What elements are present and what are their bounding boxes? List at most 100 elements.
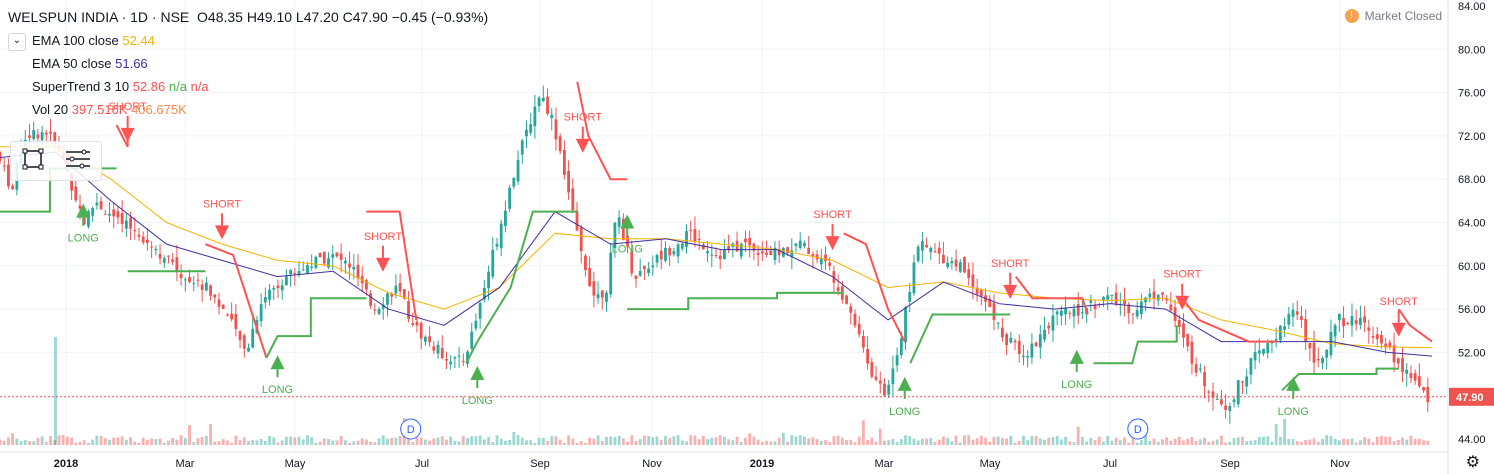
ohlc-close: C47.90 [342,9,388,25]
candle-body [718,255,722,259]
volume-bar [7,437,10,445]
candle-body [1081,312,1084,314]
candle-body [204,282,208,291]
volume-bar [407,437,410,445]
candle-body [285,276,288,286]
candle-body [723,249,726,260]
candle-body [1274,338,1278,341]
volume-ma-value: 406.675K [131,102,187,117]
long-label: LONG [612,244,643,256]
volume-bar [440,436,444,445]
volume-bar [230,442,234,445]
candle-body [672,251,676,255]
volume-bar [146,439,149,445]
rectangle-tool-icon[interactable] [21,147,45,176]
candle-body [541,97,545,102]
candle-body [1270,341,1274,344]
short-label: SHORT [364,231,403,243]
candle-body [819,258,823,265]
candle-body [1064,308,1067,315]
volume-bar [1409,435,1413,445]
volume-bar [95,435,99,445]
candle-body [1295,311,1299,315]
candle-body [575,210,579,231]
candle-body [971,274,975,287]
candle-body [1354,320,1358,325]
candle-body [1139,301,1143,315]
volume-bar [803,436,806,445]
candle-body [289,270,293,275]
volume-bar [920,438,924,445]
volume-bar [183,438,187,445]
candle-body [276,285,280,289]
volume-bar [1177,436,1181,445]
volume-bar [756,439,760,445]
volume-bar [1089,438,1093,445]
candle-body [209,285,212,296]
volume-bar [0,439,2,445]
indicator-volume[interactable]: Vol 20 397.516K 406.675K [32,102,187,117]
volume-bar [828,442,832,445]
volume-bar [44,441,48,445]
indicator-supertrend[interactable]: SuperTrend 3 10 52.86 n/a n/a [32,79,209,94]
candle-body [183,279,187,281]
volume-bar [567,435,570,445]
candle-body [1287,313,1291,325]
volume-bar [592,438,596,445]
supertrend-segment-long [627,291,844,311]
volume-bars [0,337,1430,445]
supertrend-segment-long [909,313,1011,364]
candle-body [996,322,1000,324]
volume-bar [1215,439,1219,445]
candle-body [958,262,962,272]
gear-icon[interactable]: ⚙ [1465,454,1480,471]
candle-body [108,213,111,216]
candle-body [967,269,971,279]
x-tick-label: May [285,458,306,470]
volume-bar [242,437,246,445]
dividend-event-label: D [1134,424,1142,436]
volume-bar [65,436,69,445]
volume-bar [1388,436,1392,445]
candle-body [1017,340,1021,354]
last-price-label: 47.90 [1456,392,1484,404]
volume-bar [904,435,907,445]
candle-body [87,211,90,227]
volume-bar [1173,438,1177,445]
candle-body [579,227,583,251]
volume-bar [777,437,781,445]
indicator-ema50[interactable]: EMA 50 close 51.66 [32,56,148,71]
candle-body [301,269,305,271]
volume-bar [651,437,655,445]
candle-body [992,303,996,320]
candle-body [0,152,2,161]
volume-bar [331,440,335,445]
candle-body [609,252,613,295]
volume-bar [179,435,183,445]
candle-body [1215,398,1219,400]
candle-body [1300,316,1303,320]
volume-bar [1350,438,1354,445]
volume-bar [150,438,154,445]
volume-bar [575,442,579,445]
candle-body [1076,304,1080,316]
volume-bar [1342,438,1345,445]
volume-bar [1043,439,1046,445]
candle-body [348,263,351,268]
list-lines-icon[interactable] [64,147,92,176]
candle-body [1182,323,1185,338]
candle-body [251,328,255,348]
info-icon: ! [1344,9,1359,23]
candle-body [1241,381,1244,383]
volume-bar [398,436,402,445]
volume-bar [1190,437,1194,445]
candle-body [689,230,693,232]
volume-bar [482,439,486,445]
candle-body [760,251,764,254]
chevron-down-icon[interactable]: ⌄ [8,32,26,51]
candle-body [318,252,322,258]
indicator-ema100[interactable]: ⌄ EMA 100 close 52.44 [8,29,488,52]
market-status[interactable]: ! Market Closed [1344,9,1442,23]
volume-bar [263,440,267,445]
